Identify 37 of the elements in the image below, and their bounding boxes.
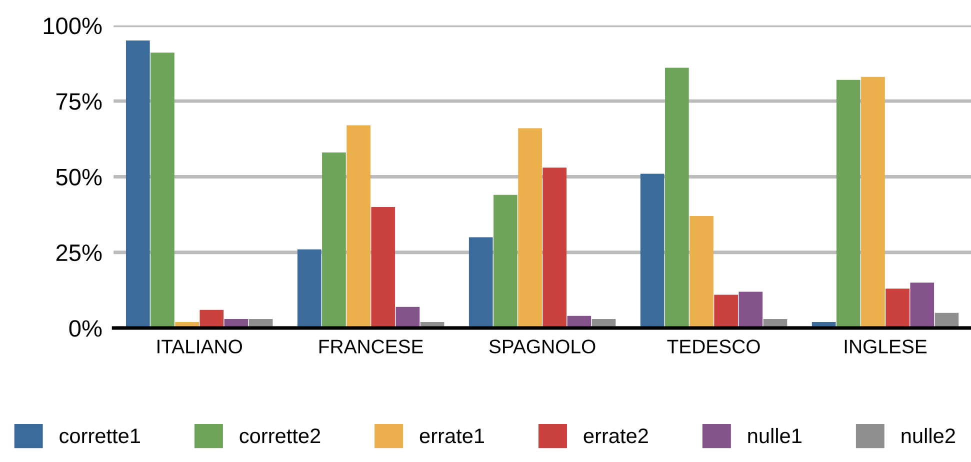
- bar: [640, 174, 664, 328]
- bar: [910, 282, 934, 328]
- bar: [738, 292, 763, 328]
- y-tick-label: 25%: [56, 244, 102, 262]
- bar: [371, 206, 396, 328]
- bar: [322, 152, 346, 328]
- y-tick-label: 50%: [56, 168, 102, 186]
- legend-label: errate2: [584, 428, 648, 444]
- bar: [861, 76, 885, 328]
- y-tick-label: 0%: [69, 320, 102, 337]
- bar: [396, 306, 420, 328]
- bar: [664, 68, 689, 328]
- bar: [468, 237, 493, 328]
- legend-label: corrette1: [60, 428, 140, 444]
- bar: [886, 288, 910, 328]
- legend-label: nulle2: [902, 428, 955, 444]
- bar: [200, 310, 224, 328]
- legend-label: errate1: [420, 428, 484, 444]
- x-tick-label: FRANCESE: [319, 340, 423, 354]
- bar: [542, 168, 567, 328]
- x-tick-label: INGLESE: [844, 340, 927, 354]
- bar: [494, 194, 518, 328]
- bar: [346, 125, 370, 328]
- bar: [150, 52, 174, 328]
- x-tick-label: SPAGNOLO: [489, 340, 596, 354]
- legend-label: corrette2: [240, 428, 320, 444]
- legend-label: nulle1: [748, 428, 802, 444]
- bar: [836, 80, 860, 328]
- y-tick-label: 75%: [56, 93, 102, 110]
- bar: [297, 249, 322, 328]
- bar: [690, 216, 714, 328]
- bar: [126, 40, 150, 328]
- y-tick-label: 100%: [44, 17, 102, 34]
- x-tick-label: ITALIANO: [158, 340, 242, 354]
- bar: [714, 294, 738, 328]
- bar: [518, 128, 542, 328]
- x-tick-label: TEDESCO: [667, 340, 760, 354]
